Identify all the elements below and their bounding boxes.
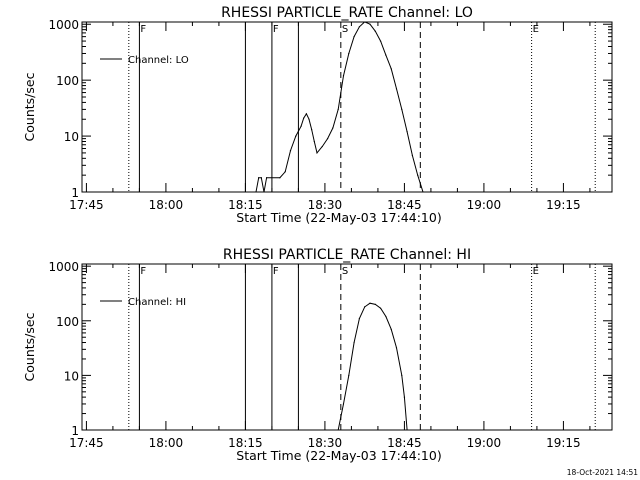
- y-tick-label: 1: [71, 186, 79, 200]
- data-point: [369, 302, 371, 304]
- data-point: [390, 328, 392, 330]
- legend-entry: Channel: LO: [128, 55, 189, 66]
- data-point: [364, 22, 366, 23]
- data-point: [401, 374, 403, 376]
- data-point: [337, 429, 339, 430]
- data-point: [401, 108, 403, 110]
- data-point: [321, 145, 323, 148]
- plot-frame: [81, 21, 613, 193]
- y-tick-label: 1: [71, 424, 79, 438]
- x-tick-label: 18:15: [228, 436, 263, 450]
- event-marker-label: E: [533, 266, 539, 277]
- data-point: [385, 315, 387, 318]
- footer-timestamp: 18-Oct-2021 14:51: [567, 468, 638, 477]
- chart-title: RHESSI PARTICLE_RATE Channel: HI: [223, 247, 471, 263]
- x-tick-label: 18:30: [308, 198, 343, 212]
- data-point: [337, 108, 339, 110]
- data-point: [266, 177, 268, 179]
- y-tick-label: 1000: [48, 18, 79, 32]
- event-marker-label: F: [273, 24, 279, 35]
- data-point: [260, 177, 262, 179]
- x-tick-label: 18:15: [228, 198, 263, 212]
- data-point: [303, 117, 305, 119]
- data-point: [417, 174, 419, 176]
- data-point: [395, 88, 398, 90]
- x-tick-label: 19:00: [467, 198, 502, 212]
- data-point: [332, 127, 334, 129]
- event-marker-label: E: [533, 24, 539, 35]
- y-axis-label: Counts/sec: [22, 312, 37, 381]
- chart-title: RHESSI PARTICLE_RATE Channel: LO: [221, 5, 473, 21]
- data-point: [353, 341, 355, 344]
- event-marker-label: S: [342, 24, 348, 35]
- data-point: [295, 135, 297, 137]
- chart-panel: RHESSI PARTICLE_RATE Channel: LO 1 10 100 10…: [22, 5, 613, 225]
- data-point: [313, 140, 315, 143]
- y-tick-label: 10: [64, 130, 79, 144]
- data-point: [406, 131, 408, 133]
- data-point: [342, 403, 345, 405]
- data-point: [311, 129, 313, 131]
- data-point: [284, 171, 286, 173]
- y-axis-label: Counts/sec: [22, 72, 37, 141]
- data-point: [289, 149, 292, 152]
- y-tick-label: 10: [64, 369, 79, 383]
- data-point: [348, 52, 350, 55]
- y-tick-label: 100: [56, 74, 79, 88]
- series-line: [255, 22, 424, 192]
- chart-panel: RHESSI PARTICLE_RATE Channel: HI 1 10 100 10…: [22, 247, 613, 463]
- data-point: [411, 154, 413, 157]
- y-tick-label: 100: [56, 315, 79, 329]
- y-tick-label: 1000: [48, 260, 79, 274]
- data-point: [258, 177, 260, 179]
- x-tick-label: 19:15: [546, 436, 581, 450]
- data-point: [358, 26, 360, 28]
- data-point: [403, 396, 406, 398]
- data-point: [379, 40, 382, 42]
- event-marker-label: S: [342, 266, 348, 277]
- x-tick-label: 17:45: [69, 436, 104, 450]
- data-point: [263, 191, 265, 192]
- data-point: [342, 75, 345, 77]
- data-point: [326, 138, 329, 140]
- data-point: [305, 113, 307, 115]
- x-tick-label: 18:30: [308, 436, 343, 450]
- x-tick-label: 19:00: [467, 436, 502, 450]
- data-point: [348, 374, 350, 376]
- x-tick-label: 17:45: [69, 198, 104, 212]
- x-tick-label: 18:45: [387, 436, 422, 450]
- x-axis-label: Start Time (22-May-03 17:44:10): [236, 210, 441, 225]
- data-point: [279, 177, 281, 179]
- data-point: [358, 317, 360, 320]
- data-point: [395, 347, 398, 349]
- data-point: [369, 23, 371, 25]
- data-point: [374, 303, 376, 305]
- event-marker-label: F: [140, 24, 146, 35]
- data-point: [300, 125, 302, 127]
- x-axis-label: Start Time (22-May-03 17:44:10): [236, 448, 441, 463]
- data-point: [390, 68, 392, 70]
- data-point: [353, 36, 355, 38]
- data-point: [364, 306, 366, 308]
- event-marker-label: F: [140, 266, 146, 277]
- plot-frame: [81, 263, 613, 431]
- data-point: [385, 54, 387, 56]
- x-tick-label: 18:00: [149, 436, 184, 450]
- data-point: [406, 429, 408, 430]
- data-point: [422, 191, 424, 192]
- event-marker-label: F: [273, 266, 279, 277]
- data-point: [374, 30, 376, 32]
- data-point: [308, 118, 310, 120]
- x-tick-label: 19:15: [546, 198, 581, 212]
- data-point: [316, 152, 318, 154]
- x-tick-label: 18:45: [387, 198, 422, 212]
- data-point: [255, 191, 257, 192]
- data-point: [379, 307, 382, 309]
- legend-entry: Channel: HI: [128, 297, 186, 308]
- x-tick-label: 18:00: [149, 198, 184, 212]
